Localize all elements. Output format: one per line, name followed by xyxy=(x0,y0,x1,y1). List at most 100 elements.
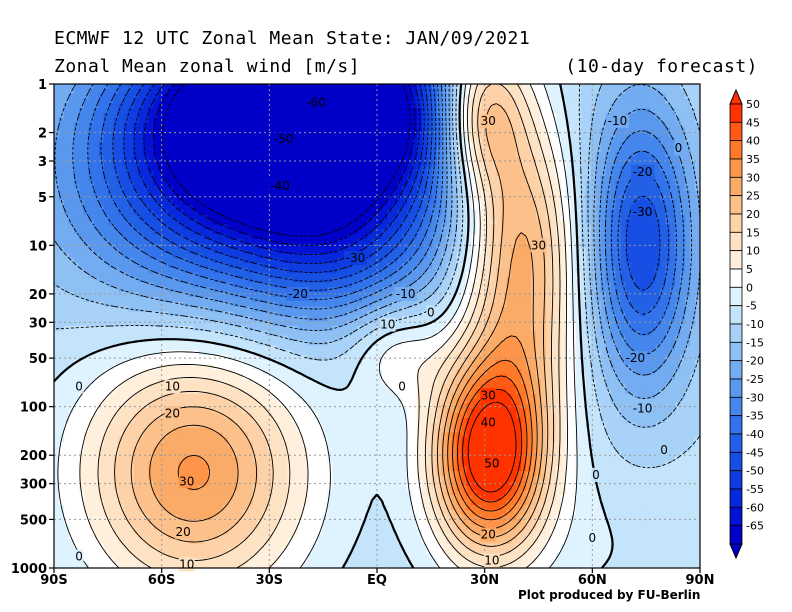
contour-label: 0 xyxy=(398,380,406,394)
contour-label: -20 xyxy=(626,351,646,365)
x-tick-label: 30S xyxy=(256,573,283,588)
contour-15 xyxy=(97,84,561,568)
colorbar-label: 50 xyxy=(746,98,760,111)
y-tick-label: 100 xyxy=(20,401,47,416)
contour-label: -10 xyxy=(396,287,416,301)
contour-label: 30 xyxy=(481,388,496,402)
colorbar-label: -40 xyxy=(746,428,764,441)
y-tick-label: 10 xyxy=(29,239,47,254)
colorbar-label: 5 xyxy=(746,263,753,276)
contour-label: 0 xyxy=(589,531,597,545)
contour-label: 0 xyxy=(427,305,435,319)
colorbar-swatch xyxy=(729,176,743,197)
colorbar-swatch xyxy=(729,341,743,362)
contour--30 xyxy=(87,84,677,336)
colorbar-label: 30 xyxy=(746,171,760,184)
colorbar-swatch xyxy=(729,305,743,325)
contour-40 xyxy=(452,359,533,521)
contour-label: 30 xyxy=(481,114,496,128)
contour-label: 30 xyxy=(531,238,546,252)
contour-0 xyxy=(54,84,614,568)
colorbar-label: -20 xyxy=(746,355,764,368)
colorbar-label: -5 xyxy=(746,300,757,313)
colorbar-swatch xyxy=(729,323,743,343)
contour--50 xyxy=(133,84,425,265)
contour-30 xyxy=(149,232,543,538)
contour-45 xyxy=(456,375,528,512)
contour-5 xyxy=(57,84,578,568)
colorbar-label: -55 xyxy=(746,483,764,496)
contour--25 xyxy=(72,84,685,355)
colorbar-swatch xyxy=(729,250,743,270)
contour-label: 40 xyxy=(481,415,496,429)
contour-label: 20 xyxy=(165,406,180,420)
colorbar-label: -45 xyxy=(746,446,764,459)
contour--55 xyxy=(143,84,421,256)
contour-label: 0 xyxy=(75,380,83,394)
contour-label: -50 xyxy=(274,132,294,146)
contour--5 xyxy=(54,84,700,469)
contour-label: -60 xyxy=(306,95,326,109)
colorbar-arrow-top xyxy=(729,88,743,105)
colorbar-swatch xyxy=(729,195,743,215)
y-tick-label: 200 xyxy=(20,449,47,464)
colorbar-swatch xyxy=(729,103,743,123)
y-tick-label: 30 xyxy=(29,316,47,331)
colorbar-label: 15 xyxy=(746,226,760,239)
colorbar-swatch xyxy=(729,121,743,142)
x-tick-label: 60N xyxy=(578,573,607,588)
colorbar-label: 40 xyxy=(746,135,760,148)
colorbar-arrow-bottom xyxy=(729,543,743,560)
colorbar-swatch xyxy=(729,213,743,233)
y-tick-label: 5 xyxy=(38,191,47,206)
contour-label: 0 xyxy=(660,443,668,457)
y-axis: 1 2 3 5 10 20 30 50 100 200 300 500 1000 xyxy=(11,78,54,577)
colorbar-swatch xyxy=(729,140,743,160)
y-tick-label: 2 xyxy=(38,127,47,142)
colorbar-swatch xyxy=(729,360,743,380)
colorbar: 50454035302520151050-5-10-15-20-25-30-35… xyxy=(729,88,764,560)
contour-label: -20 xyxy=(288,287,308,301)
y-tick-label: 20 xyxy=(29,288,47,303)
contour-10 xyxy=(79,84,568,568)
colorbar-label: 20 xyxy=(746,208,760,221)
colorbar-swatch xyxy=(729,506,743,527)
contour-label: -10 xyxy=(608,114,628,128)
contour-label: 20 xyxy=(176,525,191,539)
contour-20 xyxy=(114,84,555,561)
x-tick-label: 90N xyxy=(686,573,715,588)
contour--15 xyxy=(54,84,700,399)
colorbar-swatch xyxy=(729,470,743,490)
contour-label: 0 xyxy=(592,468,600,482)
contour-label: 0 xyxy=(75,550,83,564)
contour--35 xyxy=(100,84,670,315)
colorbar-label: -65 xyxy=(746,520,764,533)
contour--40 xyxy=(112,84,661,291)
contour-label: 10 xyxy=(484,554,499,568)
contour-labels: -60 -50 -40 -30 -20 -10 0 10 0 10 20 30 20 10 0 0 30 40 50… xyxy=(74,95,683,572)
x-axis: 90S 60S 30S EQ 30N 60N 90N xyxy=(40,568,714,588)
colorbar-label: -35 xyxy=(746,410,764,423)
chart-title: ECMWF 12 UTC Zonal Mean State: JAN/09/20… xyxy=(54,28,531,49)
contour-label: -40 xyxy=(270,179,290,193)
contour-label: -20 xyxy=(633,165,653,179)
contour-55 xyxy=(467,401,517,493)
contour-label: -30 xyxy=(346,251,366,265)
y-tick-label: 500 xyxy=(20,513,47,528)
x-tick-label: 30N xyxy=(470,573,499,588)
contour-label: 10 xyxy=(165,380,180,394)
y-tick-label: 300 xyxy=(20,478,47,493)
contour-label: 0 xyxy=(675,141,683,155)
y-tick-label: 1 xyxy=(38,78,47,93)
colorbar-label: 0 xyxy=(746,281,753,294)
x-tick-label: 60S xyxy=(148,573,175,588)
contour-label: 30 xyxy=(179,474,194,488)
x-tick-label: EQ xyxy=(367,573,387,588)
y-tick-label: 1000 xyxy=(11,562,47,577)
y-tick-label: 3 xyxy=(38,155,47,170)
contour-label: 10 xyxy=(380,318,395,332)
contour-lines xyxy=(54,84,700,568)
colorbar-label: -30 xyxy=(746,391,764,404)
colorbar-swatch xyxy=(729,158,743,178)
colorbar-label: 25 xyxy=(746,190,760,203)
